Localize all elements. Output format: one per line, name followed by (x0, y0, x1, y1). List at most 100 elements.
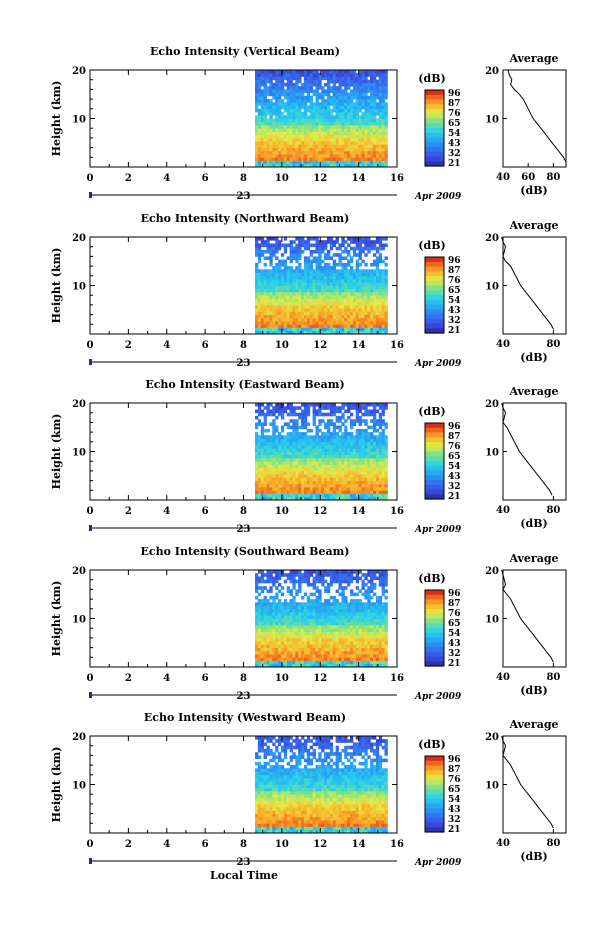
heatmap-cell (315, 612, 319, 616)
heatmap-cell (303, 406, 308, 410)
heatmap-cell (329, 115, 334, 119)
heatmap-cell (321, 412, 325, 417)
heatmap-cell (361, 160, 365, 165)
heatmap-cell (292, 311, 296, 315)
heatmap-cell (312, 618, 316, 623)
heatmap-cell (327, 324, 331, 328)
heatmap-cell (373, 253, 377, 257)
heatmap-cell (344, 618, 348, 623)
heatmap-cell (347, 79, 351, 84)
heatmap-cell (272, 321, 276, 325)
heatmap-cell (272, 308, 276, 312)
heatmap-cell (260, 275, 265, 280)
heatmap-cell (332, 487, 336, 491)
heatmap-cell (338, 295, 342, 299)
heatmap-cell (312, 147, 316, 152)
colorbar-segment (425, 480, 444, 486)
heatmap-cell (283, 496, 288, 501)
heatmap-cell (370, 605, 374, 610)
heatmap-cell (332, 272, 336, 277)
heatmap-cell (275, 269, 279, 273)
heatmap-cell (384, 621, 388, 626)
heatmap-cell (280, 435, 285, 439)
heatmap-cell (312, 131, 316, 135)
heatmap-cell (375, 441, 380, 446)
heatmap-cell (367, 154, 371, 158)
heatmap-cell (266, 641, 270, 645)
heatmap-cell (315, 474, 319, 478)
heatmap-cell (373, 628, 377, 632)
heatmap-cell (260, 464, 265, 468)
heatmap-cell (358, 282, 362, 286)
heatmap-cell (303, 634, 308, 639)
heatmap-cell (309, 157, 313, 161)
heatmap-cell (269, 637, 273, 642)
heatmap-cell (338, 253, 342, 257)
heatmap-cell (375, 317, 380, 322)
heatmap-cell (312, 660, 316, 665)
heatmap-cell (361, 70, 365, 74)
heatmap-cell (381, 292, 385, 296)
heatmap-cell (272, 105, 276, 110)
heatmap-cell (327, 602, 331, 606)
heatmap-cell (301, 118, 305, 123)
heatmap-cell (266, 70, 270, 74)
heatmap-cell (289, 330, 293, 335)
heatmap-cell (335, 288, 339, 293)
heatmap-cell (375, 612, 380, 616)
heatmap-cell (381, 102, 385, 106)
heatmap-cell (298, 467, 302, 472)
heatmap-cell (295, 432, 299, 436)
heatmap-cell (315, 160, 319, 165)
heatmap-cell (295, 317, 299, 322)
heatmap-cell (286, 480, 290, 485)
heatmap-cell (263, 105, 267, 110)
heatmap-cell (358, 467, 362, 472)
heatmap-cell (301, 115, 305, 119)
heatmap-cell (303, 311, 308, 315)
heatmap-cell (364, 298, 368, 302)
heatmap-cell (352, 308, 357, 312)
heatmap-cell (269, 480, 273, 485)
heatmap-cell (384, 654, 388, 658)
heatmap-cell (347, 70, 351, 74)
heatmap-cell (355, 150, 359, 155)
heatmap-cell (303, 602, 308, 606)
colorbar-label: 96 (448, 89, 461, 99)
heatmap-cell (292, 618, 296, 623)
heatmap-cell (263, 458, 267, 462)
heatmap-cell (338, 246, 342, 251)
heatmap-cell (358, 599, 362, 603)
heatmap-cell (341, 621, 345, 626)
colorbar-segment (425, 456, 444, 462)
heatmap-cell (298, 621, 302, 626)
heatmap-cell (306, 82, 311, 87)
heatmap-cell (350, 275, 354, 280)
heatmap-cell (384, 292, 388, 296)
heatmap-cell (361, 451, 365, 456)
heatmap-cell (375, 647, 380, 652)
heatmap-cell (367, 314, 371, 319)
heatmap-cell (355, 282, 359, 286)
heatmap-cell (378, 137, 383, 142)
heatmap-cell (327, 657, 331, 661)
heatmap-cell (283, 108, 288, 113)
heatmap-cell (257, 654, 262, 658)
heatmap-cell (266, 288, 270, 293)
heatmap-cell (352, 641, 357, 645)
heatmap-cell (272, 304, 276, 309)
heatmap-cell (272, 654, 276, 658)
heatmap-cell (324, 438, 328, 443)
heatmap-cell (381, 99, 385, 103)
heatmap-cell (324, 612, 328, 616)
heatmap-cell (381, 403, 385, 407)
heatmap-cell (378, 99, 383, 103)
heatmap-cell (266, 102, 270, 106)
heatmap-cell (361, 163, 365, 168)
heatmap-cell (289, 605, 293, 610)
heatmap-cell (367, 634, 371, 639)
heatmap-cell (332, 458, 336, 462)
heatmap-cell (355, 102, 359, 106)
heatmap-cell (301, 480, 305, 485)
heatmap-cell (303, 314, 308, 319)
